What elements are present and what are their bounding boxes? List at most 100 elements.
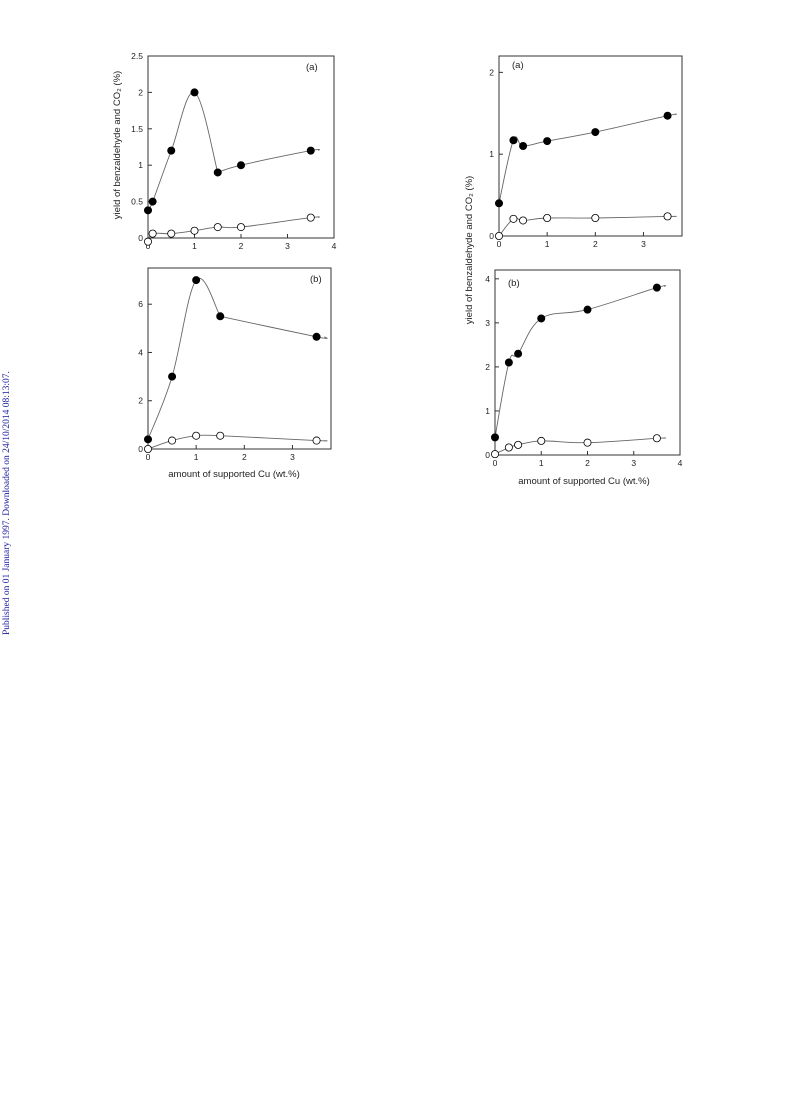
plot-frame bbox=[498, 55, 683, 237]
y-tick-label: 4 bbox=[485, 274, 490, 284]
y-tick-label: 1.5 bbox=[131, 124, 143, 134]
plot-frame bbox=[147, 267, 332, 450]
filled-data-point bbox=[168, 372, 177, 381]
open-data-point bbox=[148, 229, 157, 238]
open-data-point bbox=[504, 443, 513, 452]
x-tick-label: 2 bbox=[593, 239, 598, 249]
filled-data-point bbox=[143, 206, 152, 215]
y-tick-label: 1 bbox=[485, 406, 490, 416]
filled-data-point bbox=[543, 137, 552, 146]
y-tick-label: 1 bbox=[489, 149, 494, 159]
x-tick-label: 3 bbox=[285, 241, 290, 251]
x-axis-label: amount of supported Cu (wt.%) bbox=[168, 469, 299, 480]
filled-data-point bbox=[514, 349, 523, 358]
y-tick-label: 3 bbox=[485, 318, 490, 328]
open-data-point bbox=[143, 237, 152, 246]
filled-data-point bbox=[504, 358, 513, 367]
open-data-point bbox=[509, 214, 518, 223]
filled-series-curve bbox=[494, 285, 666, 438]
filled-data-point bbox=[519, 141, 528, 150]
open-data-point bbox=[213, 223, 222, 232]
y-tick-label: 2 bbox=[489, 67, 494, 77]
y-tick-label: 6 bbox=[138, 299, 143, 309]
filled-data-point bbox=[167, 146, 176, 155]
filled-data-point bbox=[306, 146, 315, 155]
x-tick-label: 1 bbox=[539, 458, 544, 468]
filled-series-curve bbox=[147, 277, 328, 440]
x-tick-label: 2 bbox=[239, 241, 244, 251]
open-data-point bbox=[168, 436, 177, 445]
filled-data-point bbox=[190, 88, 199, 97]
filled-data-point bbox=[213, 168, 222, 177]
y-tick-label: 2 bbox=[485, 362, 490, 372]
chart-left-b: 0 1 2 3 0 2 4 6 (b) amount of supported Cu (wt.%) bbox=[138, 267, 332, 480]
open-data-point bbox=[490, 450, 499, 459]
open-data-point bbox=[652, 434, 661, 443]
open-data-point bbox=[663, 212, 672, 221]
open-data-point bbox=[143, 444, 152, 453]
open-data-point bbox=[537, 436, 546, 445]
filled-data-point bbox=[583, 305, 592, 314]
filled-data-point bbox=[663, 111, 672, 120]
plot-frame bbox=[494, 269, 681, 456]
open-data-point bbox=[583, 438, 592, 447]
y-tick-label: 2 bbox=[138, 396, 143, 406]
filled-data-point bbox=[591, 128, 600, 137]
filled-data-point bbox=[652, 283, 661, 292]
x-tick-label: 0 bbox=[146, 452, 151, 462]
open-data-point bbox=[494, 231, 503, 240]
filled-series-curve bbox=[498, 113, 677, 204]
x-tick-label: 0 bbox=[493, 458, 498, 468]
y-tick-label: 0 bbox=[138, 233, 143, 243]
filled-data-point bbox=[236, 161, 245, 170]
open-data-point bbox=[519, 216, 528, 225]
open-data-point bbox=[306, 213, 315, 222]
filled-data-point bbox=[216, 312, 225, 321]
x-tick-label: 2 bbox=[242, 452, 247, 462]
filled-data-point bbox=[537, 314, 546, 323]
y-tick-label: 4 bbox=[138, 347, 143, 357]
x-tick-label: 4 bbox=[678, 458, 683, 468]
x-tick-label: 1 bbox=[545, 239, 550, 249]
x-tick-label: 2 bbox=[585, 458, 590, 468]
x-tick-label: 1 bbox=[194, 452, 199, 462]
x-tick-label: 3 bbox=[631, 458, 636, 468]
x-tick-label: 0 bbox=[497, 239, 502, 249]
open-data-point bbox=[192, 431, 201, 440]
y-tick-label: 2.5 bbox=[131, 51, 143, 61]
y-tick-label: 0 bbox=[138, 444, 143, 454]
x-tick-label: 4 bbox=[332, 241, 337, 251]
open-data-point bbox=[591, 213, 600, 222]
chart-left-a: 0 1 2 3 4 0 0.5 1 1.5 2 2.5 (a) yield of benzaldehyd… bbox=[112, 51, 337, 251]
open-data-point bbox=[236, 223, 245, 232]
y-tick-label: 0 bbox=[489, 231, 494, 241]
chart-right-b: 0 1 2 3 4 0 1 2 3 4 (b) yield of benzaldehyde and C… bbox=[464, 176, 683, 487]
y-axis-label: yield of benzaldehyde and CO₂ (%) bbox=[464, 176, 475, 324]
filled-data-point bbox=[490, 433, 499, 442]
y-tick-label: 0 bbox=[485, 450, 490, 460]
y-tick-label: 1 bbox=[138, 160, 143, 170]
x-axis-label: amount of supported Cu (wt.%) bbox=[518, 476, 649, 487]
x-tick-label: 0 bbox=[146, 241, 151, 251]
filled-data-point bbox=[148, 197, 157, 206]
x-tick-label: 3 bbox=[290, 452, 295, 462]
open-data-point bbox=[312, 436, 321, 445]
open-data-point bbox=[543, 213, 552, 222]
panel-label: (a) bbox=[512, 60, 524, 71]
open-data-point bbox=[514, 440, 523, 449]
panel-label: (a) bbox=[306, 62, 318, 73]
y-axis-label: yield of benzaldehyde and CO₂ (%) bbox=[112, 71, 123, 219]
filled-data-point bbox=[494, 199, 503, 208]
filled-data-point bbox=[312, 332, 321, 341]
open-data-point bbox=[216, 431, 225, 440]
open-data-point bbox=[190, 226, 199, 235]
plot-frame bbox=[147, 55, 335, 239]
chart-right-a: 0 1 2 3 0 1 2 (a) bbox=[489, 55, 683, 249]
panel-label: (b) bbox=[508, 278, 520, 289]
x-tick-label: 3 bbox=[641, 239, 646, 249]
y-tick-label: 2 bbox=[138, 87, 143, 97]
panel-label: (b) bbox=[310, 274, 322, 285]
filled-data-point bbox=[192, 276, 201, 285]
x-tick-label: 1 bbox=[192, 241, 197, 251]
